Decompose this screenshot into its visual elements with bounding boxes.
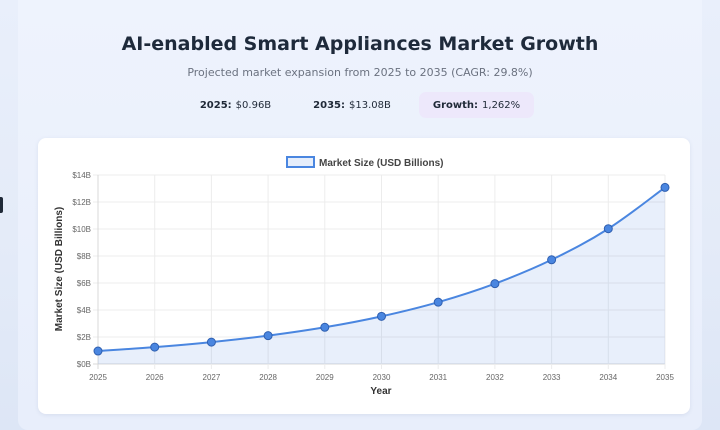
y-tick-label: $14B	[72, 171, 91, 180]
x-tick-label: 2025	[89, 373, 107, 382]
x-tick-label: 2027	[203, 373, 221, 382]
point-layer	[93, 182, 670, 356]
page-subtitle: Projected market expansion from 2025 to …	[187, 66, 533, 79]
data-point-2027[interactable]	[206, 337, 216, 347]
y-tick-label: $0B	[77, 360, 91, 369]
stat-2035-value: $13.08B	[349, 99, 391, 111]
data-point-2029[interactable]	[320, 322, 330, 332]
stat-2035: 2035: $13.08B	[299, 92, 405, 118]
chart-grid	[93, 174, 666, 369]
stat-2025-value: $0.96B	[235, 99, 272, 111]
data-point-2032[interactable]	[490, 279, 500, 289]
data-point-2033[interactable]	[547, 255, 557, 265]
y-tick-label: $2B	[77, 333, 91, 342]
y-tick-label: $4B	[77, 306, 91, 315]
x-tick-labels: 2025 2026 2027 2028 2029 2030 2031 2032 2033 2034…	[89, 373, 674, 382]
legend-label: Market Size (USD Billions)	[319, 158, 443, 169]
left-edge-marker	[0, 197, 3, 213]
x-tick-label: 2031	[429, 373, 447, 382]
data-point-2035[interactable]	[660, 182, 670, 192]
data-point-2025[interactable]	[93, 346, 103, 356]
chart-card: $0B $2B $4B $6B $8B $10B $12B $14B 2025 2026 2027…	[38, 138, 690, 414]
data-point-2026[interactable]	[150, 342, 160, 352]
area-layer	[98, 187, 665, 364]
page-title: AI-enabled Smart Appliances Market Growt…	[121, 33, 599, 55]
market-growth-chart: $0B $2B $4B $6B $8B $10B $12B $14B 2025 2026 2027…	[54, 156, 674, 397]
x-tick-label: 2026	[146, 373, 164, 382]
x-axis-title: Year	[370, 386, 391, 397]
y-tick-label: $6B	[77, 279, 91, 288]
legend-swatch	[286, 156, 315, 168]
stat-2025: 2025: $0.96B	[186, 92, 285, 118]
data-point-2030[interactable]	[377, 311, 386, 321]
stats-bar: 2025: $0.96B 2035: $13.08B Growth: 1,262…	[0, 92, 720, 118]
y-tick-labels: $0B $2B $4B $6B $8B $10B $12B $14B	[72, 171, 91, 369]
y-tick-label: $8B	[77, 252, 91, 261]
data-point-2028[interactable]	[263, 331, 273, 341]
data-point-2031[interactable]	[433, 297, 443, 307]
x-tick-label: 2033	[543, 373, 561, 382]
data-point-2034[interactable]	[603, 224, 613, 234]
x-tick-label: 2030	[373, 373, 391, 382]
x-tick-label: 2029	[316, 373, 334, 382]
x-tick-label: 2035	[656, 373, 674, 382]
stat-growth-label: Growth:	[432, 99, 479, 111]
stat-growth-value: 1,262%	[482, 99, 521, 111]
x-tick-label: 2034	[599, 373, 617, 382]
y-tick-label: $10B	[72, 225, 91, 234]
x-tick-label: 2032	[486, 373, 504, 382]
stat-2025-label: 2025:	[199, 99, 232, 111]
legend[interactable]: Market Size (USD Billions)	[286, 156, 443, 169]
y-axis-title: Market Size (USD Billions)	[54, 207, 65, 331]
series-area	[98, 187, 665, 364]
stat-2035-label: 2035:	[313, 99, 346, 111]
stat-growth: Growth: 1,262%	[418, 92, 535, 118]
x-tick-label: 2028	[259, 373, 277, 382]
y-tick-label: $12B	[72, 198, 91, 207]
